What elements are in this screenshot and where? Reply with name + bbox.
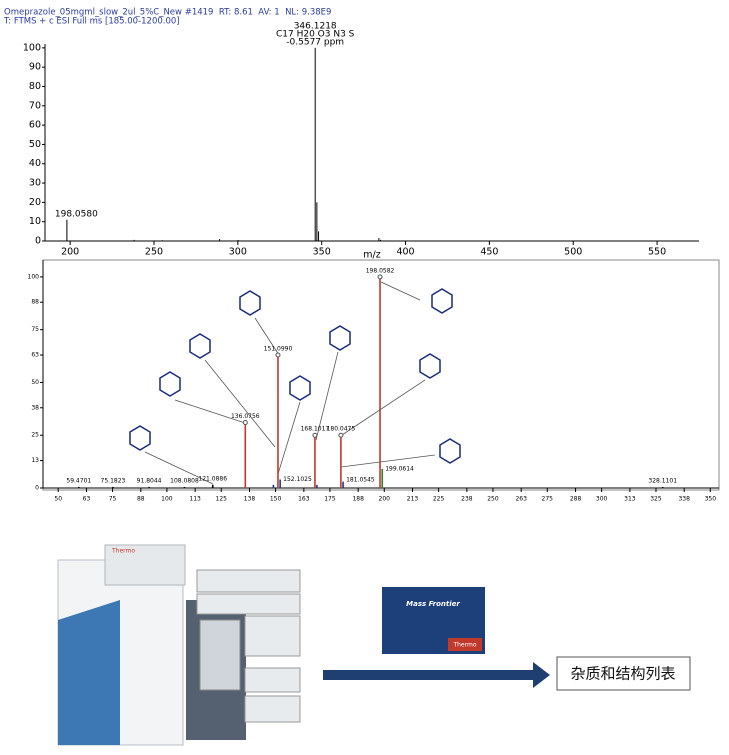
- peak-label: 328.1101: [648, 477, 677, 484]
- peak-label: 180.0475: [327, 426, 356, 433]
- y-tick-label: 100: [28, 273, 40, 280]
- x-tick-label: 250: [145, 247, 163, 258]
- x-tick-label: 113: [189, 496, 201, 503]
- instrument: Thermo: [57, 544, 301, 746]
- y-tick-label: 40: [29, 158, 41, 169]
- x-axis-label: m/z: [363, 250, 380, 261]
- x-tick-label: 63: [83, 496, 91, 503]
- connectors: [144, 281, 436, 485]
- result-box: [556, 656, 691, 691]
- instrument-brand: Thermo: [111, 548, 135, 555]
- peak-marker: [338, 432, 344, 438]
- peak-label: 91.8044: [137, 477, 162, 484]
- annotation: -0.5577 ppm: [286, 37, 344, 47]
- x-tick-label: 250: [487, 496, 499, 503]
- chart-subheader: T: FTMS + c ESI Full ms [185.00-1200.00]: [3, 17, 180, 27]
- x-tick-label: 163: [298, 496, 310, 503]
- peak-label: 152.1025: [283, 476, 312, 483]
- annotation: C17 H20 O3 N3 S: [276, 29, 355, 39]
- peak-label: 121.0886: [198, 475, 227, 482]
- x-tick-label: 275: [542, 496, 554, 503]
- peak-label: 136.0756: [231, 413, 260, 420]
- x-tick-label: 175: [324, 496, 336, 503]
- y-tick-label: 100: [23, 42, 41, 53]
- x-tick-label: 350: [705, 496, 717, 503]
- peak-label: 75.1823: [101, 477, 126, 484]
- result-label: 杂质和结构列表: [570, 665, 675, 683]
- peak-label: 59.4701: [66, 477, 91, 484]
- y-tick-label: 0: [35, 236, 41, 247]
- peak-label: 151.0990: [264, 346, 293, 353]
- y-tick-label: 0: [35, 485, 39, 492]
- peak-label: 346.1218: [294, 21, 337, 31]
- y-tick-label: 50: [31, 379, 39, 386]
- x-tick-label: 88: [137, 496, 145, 503]
- peak-marker: [312, 432, 318, 438]
- x-tick-label: 200: [61, 247, 79, 258]
- x-tick-label: 238: [461, 496, 473, 503]
- x-tick-label: 338: [678, 496, 690, 503]
- y-tick-label: 13: [31, 457, 39, 464]
- x-tick-label: 100: [161, 496, 173, 503]
- x-tick-label: 213: [407, 496, 419, 503]
- x-tick-label: 450: [480, 247, 498, 258]
- peak-marker: [377, 274, 383, 280]
- arrow-head: [533, 662, 550, 688]
- peak-marker: [275, 352, 281, 358]
- x-tick-label: 350: [313, 247, 331, 258]
- y-tick-label: 50: [29, 139, 41, 150]
- x-tick-label: 138: [244, 496, 256, 503]
- peak-label: 198.0582: [366, 267, 395, 274]
- x-tick-label: 263: [515, 496, 527, 503]
- software-brand: Thermo: [452, 642, 476, 649]
- y-tick-label: 88: [31, 299, 39, 306]
- x-tick-label: 288: [570, 496, 582, 503]
- x-tick-label: 188: [352, 496, 364, 503]
- x-tick-label: 400: [396, 247, 414, 258]
- y-tick-label: 60: [29, 120, 41, 131]
- x-tick-label: 325: [650, 496, 662, 503]
- peak-label: 198.0580: [55, 209, 98, 219]
- x-tick-label: 50: [54, 496, 62, 503]
- y-tick-label: 80: [29, 81, 41, 92]
- x-tick-label: 150: [270, 496, 282, 503]
- peak-label: 168.1017: [301, 426, 330, 433]
- chart-header: Omeprazole_05mgml_slow_2ul_5%C_New #1419…: [4, 8, 331, 18]
- x-tick-label: 313: [624, 496, 636, 503]
- y-tick-label: 63: [31, 352, 39, 359]
- software-box: Mass Frontier Thermo: [382, 587, 485, 654]
- y-tick-label: 30: [29, 178, 41, 189]
- x-tick-label: 125: [216, 496, 228, 503]
- software-title: Mass Frontier: [406, 600, 460, 608]
- x-tick-label: 225: [433, 496, 445, 503]
- y-tick-label: 75: [31, 326, 39, 333]
- y-tick-label: 70: [29, 100, 41, 111]
- y-tick-label: 20: [29, 197, 41, 208]
- structures: [129, 288, 461, 464]
- x-tick-label: 200: [379, 496, 391, 503]
- x-tick-label: 550: [648, 247, 666, 258]
- peak-label: 108.0808: [170, 477, 199, 484]
- x-tick-label: 500: [564, 247, 582, 258]
- x-tick-label: 300: [229, 247, 247, 258]
- peak-label: 181.0545: [346, 477, 375, 484]
- peak-marker: [242, 420, 248, 426]
- x-tick-label: 300: [596, 496, 608, 503]
- x-tick-label: 75: [109, 496, 117, 503]
- y-tick-label: 38: [31, 404, 39, 411]
- y-tick-label: 25: [31, 432, 39, 439]
- y-tick-label: 10: [29, 216, 41, 227]
- peak-label: 199.0614: [385, 466, 414, 473]
- plot-frame: [42, 259, 720, 491]
- y-tick-label: 90: [29, 62, 41, 73]
